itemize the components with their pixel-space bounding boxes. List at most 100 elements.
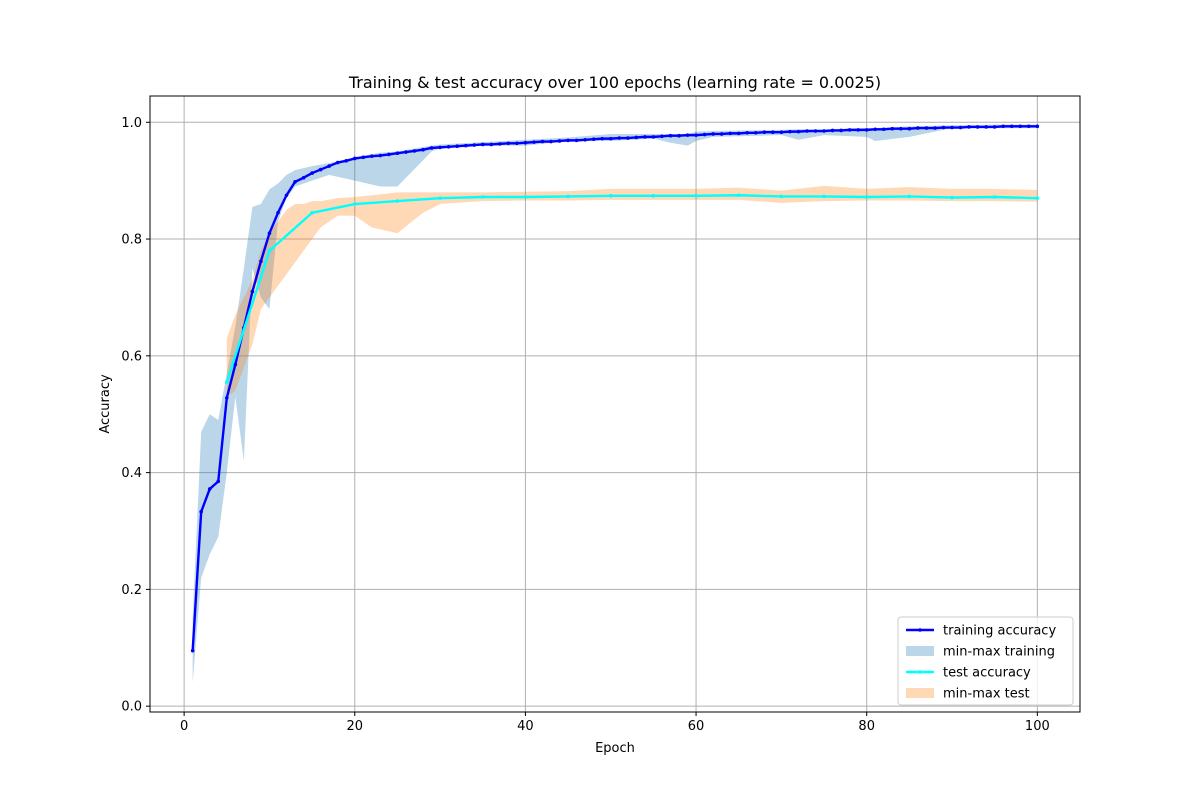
test-accuracy-point [438, 196, 442, 200]
training-accuracy-point [608, 136, 613, 141]
chart-title: Training & test accuracy over 100 epochs… [348, 73, 881, 92]
test-accuracy-point [480, 195, 485, 199]
training-accuracy-point [438, 145, 442, 150]
training-accuracy-point [557, 139, 562, 143]
test-accuracy-point [779, 194, 784, 199]
test-accuracy-point [566, 194, 570, 199]
test-accuracy-point [1035, 196, 1040, 200]
training-accuracy-point [566, 138, 570, 143]
training-accuracy-point [668, 133, 673, 138]
training-accuracy-point [421, 147, 425, 152]
training-accuracy-point [822, 129, 826, 133]
training-accuracy-point [600, 136, 604, 141]
training-accuracy-point [796, 129, 801, 134]
training-accuracy-point [1001, 124, 1006, 129]
test-accuracy-point [608, 194, 613, 198]
training-accuracy-point [992, 125, 997, 129]
training-accuracy-point [284, 193, 289, 198]
training-accuracy-point [839, 128, 843, 133]
training-accuracy-point [788, 129, 792, 134]
training-accuracy-point [1035, 124, 1040, 129]
training-accuracy-point [591, 137, 596, 142]
y-tick-label: 0.8 [121, 233, 142, 248]
series-lines [190, 124, 1040, 653]
test-accuracy-point [523, 195, 528, 199]
legend-box [897, 616, 1074, 706]
training-accuracy-point [532, 140, 536, 144]
training-accuracy-point [455, 144, 459, 149]
training-accuracy-point [907, 126, 912, 131]
training-accuracy-point [352, 156, 357, 161]
test-accuracy-point [907, 194, 912, 199]
legend-label-training-accuracy: training accuracy [943, 624, 1056, 639]
training-accuracy-point [685, 133, 690, 137]
x-tick-label: 40 [517, 719, 534, 734]
training-accuracy-point [583, 137, 587, 142]
test-accuracy-point [822, 194, 826, 199]
training-accuracy-point [429, 146, 434, 150]
training-accuracy-point [472, 143, 477, 147]
training-accuracy-point [660, 134, 664, 139]
training-accuracy-point [805, 129, 809, 133]
training-accuracy-point [771, 130, 775, 134]
test-accuracy-point [694, 194, 698, 198]
training-accuracy-point [489, 142, 494, 147]
x-axis-label: Epoch [595, 741, 635, 756]
y-tick-label: 0.2 [121, 583, 142, 598]
test-accuracy-point [864, 195, 869, 199]
training-accuracy-point [190, 648, 195, 653]
training-accuracy-point [199, 509, 203, 514]
training-accuracy-point [847, 128, 852, 132]
training-accuracy-point [745, 130, 750, 135]
training-accuracy-point [626, 136, 630, 140]
training-accuracy-point [1009, 124, 1014, 129]
training-accuracy-point [643, 135, 647, 139]
training-accuracy-line [191, 125, 1038, 651]
training-accuracy-point [207, 487, 212, 491]
y-tick-label: 0.6 [121, 349, 142, 364]
training-accuracy-point [540, 139, 545, 144]
training-accuracy-point [890, 126, 895, 131]
training-accuracy-point [344, 159, 349, 163]
training-accuracy-point [480, 142, 485, 147]
training-accuracy-point [677, 133, 681, 138]
training-accuracy-point [728, 131, 732, 136]
training-accuracy-point [310, 171, 314, 175]
training-accuracy-point [864, 128, 869, 132]
training-accuracy-point [446, 145, 451, 149]
legend: training accuracy min-max training test ac… [897, 616, 1074, 706]
x-tick-label: 80 [858, 719, 875, 734]
training-accuracy-point [224, 396, 229, 400]
training-accuracy-point [395, 151, 400, 156]
min-max-test-band [226, 185, 1038, 397]
training-accuracy-point [958, 125, 963, 130]
training-accuracy-point [830, 128, 835, 133]
training-accuracy-point [293, 180, 297, 184]
test-accuracy-point [736, 193, 741, 198]
training-accuracy-point [463, 143, 468, 148]
x-axis-ticks: 0 20 40 60 80 100 [180, 712, 1050, 734]
y-axis-label: Accuracy [98, 374, 113, 434]
training-accuracy-point [1018, 124, 1023, 129]
training-accuracy-point [250, 289, 255, 294]
training-accuracy-point [719, 132, 724, 136]
training-accuracy-point [736, 131, 741, 136]
training-accuracy-point [361, 155, 366, 160]
training-accuracy-point [941, 125, 946, 130]
training-accuracy-point [378, 153, 383, 158]
y-axis-ticks: 0.0 0.2 0.4 0.6 0.8 1.0 [121, 116, 150, 715]
training-accuracy-point [370, 154, 374, 158]
training-accuracy-point [694, 133, 698, 137]
training-accuracy-point [549, 139, 553, 144]
y-tick-label: 1.0 [121, 116, 142, 131]
training-accuracy-point [276, 210, 280, 215]
x-tick-label: 100 [1025, 719, 1050, 734]
test-accuracy-point [352, 202, 357, 206]
training-accuracy-point [950, 125, 954, 130]
training-accuracy-point [856, 128, 860, 132]
y-tick-label: 0.4 [121, 466, 142, 481]
legend-swatch-min-max-training [906, 646, 934, 656]
test-accuracy-point [310, 210, 314, 215]
training-accuracy-point [881, 127, 886, 132]
training-accuracy-point [975, 125, 980, 129]
